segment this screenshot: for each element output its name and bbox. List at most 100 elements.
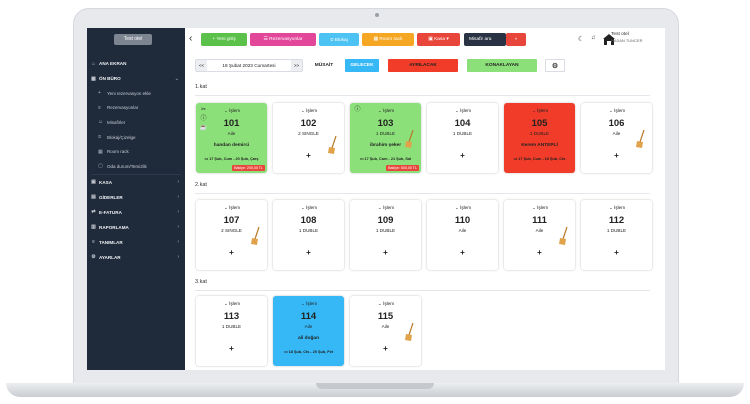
- moon-icon[interactable]: ☾: [578, 36, 585, 43]
- guest-search-input[interactable]: Misafir ara: [464, 33, 506, 46]
- sidebar-item-reports[interactable]: ▥ RAPORLAMA ›: [87, 220, 185, 235]
- room-card-113[interactable]: ⌄ İşlem 113 1 DUBLE +: [196, 296, 267, 366]
- room-number: 113: [223, 311, 240, 322]
- room-card-110[interactable]: ⌄ İşlem 110 Aile +: [427, 200, 498, 270]
- room-type: 1 DUBLE: [529, 131, 550, 136]
- sidebar-item-cash[interactable]: ▣ KASA ›: [87, 175, 185, 190]
- sidebar-item-definitions[interactable]: ≡ TANIMLAR ›: [87, 235, 185, 250]
- guest-icon: ☺: [98, 119, 104, 126]
- info-icon: ⓘ: [354, 107, 361, 113]
- add-reservation-button[interactable]: +: [306, 248, 311, 257]
- tools-icon: ✂: [200, 107, 207, 113]
- back-arrow-icon[interactable]: ‹: [189, 33, 193, 44]
- room-card-102[interactable]: ⌄ İşlem 102 2 SINGLE +: [273, 103, 344, 173]
- camera-dot: [375, 13, 379, 17]
- room-number: 112: [608, 215, 625, 226]
- room-type: Aile: [535, 228, 544, 233]
- reservations-button[interactable]: ☰ Rezervasyonlar: [250, 33, 316, 46]
- sidebar-subitem-reservations[interactable]: ≡ Rezervasyonlar: [87, 101, 185, 116]
- sidebar-subitem-room-rack[interactable]: ▦ Room rack: [87, 144, 185, 159]
- sidebar-subitem-label: Oda durum/Temizlik: [107, 163, 147, 169]
- user-info[interactable]: Test otel HASAN TUNCER: [611, 32, 643, 44]
- sidebar-subitem-new-reservation[interactable]: + Yeni rezervasyon ekle: [87, 86, 185, 101]
- bell-icon[interactable]: ♫: [591, 35, 596, 41]
- next-day-button[interactable]: >>: [290, 60, 302, 71]
- sidebar-item-einvoice[interactable]: ⇄ E-FATURA ›: [87, 205, 185, 220]
- sidebar-item-expenses[interactable]: ▤ GİDERLER ›: [87, 190, 185, 205]
- room-card-105[interactable]: ⌄ İşlem 105 1 DUBLE Kerem ANTEPLİ ▭ 17 Ş…: [504, 103, 575, 173]
- room-operations-menu[interactable]: ⌄ İşlem: [300, 108, 318, 113]
- room-operations-menu[interactable]: ⌄ İşlem: [223, 108, 241, 113]
- room-card-111[interactable]: ⌄ İşlem 111 Aile +: [504, 200, 575, 270]
- room-operations-menu[interactable]: ⌄ İşlem: [531, 205, 549, 210]
- sidebar-subitem-room-status[interactable]: ▢ Oda durum/Temizlik: [87, 159, 185, 174]
- room-operations-menu[interactable]: ⌄ İşlem: [300, 301, 318, 306]
- room-card-112[interactable]: ⌄ İşlem 112 1 DUBLE +: [581, 200, 652, 270]
- room-operations-menu[interactable]: ⌄ İşlem: [608, 108, 626, 113]
- add-reservation-button[interactable]: +: [460, 151, 465, 160]
- room-card-108[interactable]: ⌄ İşlem 108 1 DUBLE +: [273, 200, 344, 270]
- cleaning-broom-icon: [405, 322, 414, 341]
- sidebar-subitem-blockage[interactable]: ⦸ Blokaj/Çizelge: [87, 130, 185, 145]
- room-number: 101: [223, 118, 240, 129]
- date-picker[interactable]: << 18 Şubat 2023 Cumartesi >>: [195, 59, 303, 72]
- room-card-114[interactable]: ⌄ İşlem 114 Aile ali doğan ▭ 18 Şub, Cts…: [273, 296, 344, 366]
- filter-available[interactable]: MÜSAİT: [314, 63, 334, 68]
- room-number: 106: [608, 118, 625, 129]
- cleaning-broom-icon: [328, 135, 337, 154]
- sidebar-item-label: KASA: [99, 179, 113, 185]
- add-reservation-button[interactable]: +: [614, 248, 619, 257]
- room-operations-menu[interactable]: ⌄ İşlem: [608, 205, 626, 210]
- room-operations-menu[interactable]: ⌄ İşlem: [454, 205, 472, 210]
- user-name: HASAN TUNCER: [611, 38, 643, 43]
- room-operations-menu[interactable]: ⌄ İşlem: [377, 205, 395, 210]
- chevron-right-icon: ›: [177, 194, 179, 201]
- filter-incoming[interactable]: GELECEK: [345, 59, 379, 72]
- guest-search-button[interactable]: »: [506, 33, 526, 46]
- filter-leaving[interactable]: AYRILACAK: [388, 59, 458, 72]
- room-card-103[interactable]: ⓘ ⌄ İşlem 103 1 DUBLE ibrahim şeker ▭ 17…: [350, 103, 421, 173]
- sidebar-subitem-label: Blokaj/Çizelge: [107, 134, 136, 140]
- sidebar-subitem-guests[interactable]: ☺ Misafirler: [87, 115, 185, 130]
- top-toolbar: ‹ + Yeni giriş ☰ Rezervasyonlar ⦸ Blokaj…: [185, 28, 665, 52]
- add-reservation-button[interactable]: +: [614, 151, 619, 160]
- sidebar-item-front-office[interactable]: ▦ ÖN BÜRO ⌄: [87, 71, 185, 86]
- add-reservation-button[interactable]: +: [537, 248, 542, 257]
- room-operations-menu[interactable]: ⌄ İşlem: [531, 108, 549, 113]
- room-operations-menu[interactable]: ⌄ İşlem: [454, 108, 472, 113]
- main-content: ‹ + Yeni giriş ☰ Rezervasyonlar ⦸ Blokaj…: [185, 28, 665, 370]
- add-reservation-button[interactable]: +: [229, 248, 234, 257]
- filter-bar: << 18 Şubat 2023 Cumartesi >> MÜSAİT GEL…: [185, 57, 665, 73]
- room-operations-menu[interactable]: ⌄ İşlem: [223, 301, 241, 306]
- cash-dropdown-button[interactable]: ▣ Kasa ▾: [417, 33, 460, 46]
- room-number: 111: [532, 215, 547, 226]
- add-reservation-button[interactable]: +: [460, 248, 465, 257]
- sidebar-item-home[interactable]: ⌂ ANA EKRAN: [87, 56, 185, 71]
- new-checkin-button[interactable]: + Yeni giriş: [201, 33, 247, 46]
- add-reservation-button[interactable]: +: [383, 344, 388, 353]
- add-reservation-button[interactable]: +: [383, 248, 388, 257]
- room-rack-button[interactable]: ▦ Room rack: [362, 33, 414, 46]
- room-card-107[interactable]: ⌄ İşlem 107 2 SINGLE +: [196, 200, 267, 270]
- prev-day-button[interactable]: <<: [196, 60, 207, 71]
- room-card-115[interactable]: ⌄ İşlem 115 Aile +: [350, 296, 421, 366]
- room-type: 2 SINGLE: [298, 131, 319, 136]
- floor-label: 2.kat: [195, 182, 207, 188]
- room-operations-menu[interactable]: ⌄ İşlem: [300, 205, 318, 210]
- hotel-logo[interactable]: Test otel: [114, 34, 152, 45]
- blockage-button[interactable]: ⦸ Blokaj: [319, 33, 359, 46]
- room-card-101[interactable]: ✂ ⓘ ☕ ⌄ İşlem 101 Aile handan demirci ▭ 17…: [196, 103, 267, 173]
- room-card-106[interactable]: ⌄ İşlem 106 Aile +: [581, 103, 652, 173]
- add-reservation-button[interactable]: +: [306, 151, 311, 160]
- settings-icon: ⚙: [91, 254, 96, 261]
- filter-staying[interactable]: KONAKLAYAN: [467, 59, 537, 72]
- hotel-user-icon[interactable]: [603, 33, 615, 45]
- room-operations-menu[interactable]: ⌄ İşlem: [377, 301, 395, 306]
- add-reservation-button[interactable]: +: [229, 344, 234, 353]
- room-operations-menu[interactable]: ⌄ İşlem: [377, 108, 395, 113]
- room-card-109[interactable]: ⌄ İşlem 109 1 DUBLE +: [350, 200, 421, 270]
- filter-settings-icon[interactable]: ⚙: [545, 59, 565, 72]
- room-card-104[interactable]: ⌄ İşlem 104 1 DUBLE +: [427, 103, 498, 173]
- sidebar-item-settings[interactable]: ⚙ AYARLAR ›: [87, 250, 185, 265]
- room-operations-menu[interactable]: ⌄ İşlem: [223, 205, 241, 210]
